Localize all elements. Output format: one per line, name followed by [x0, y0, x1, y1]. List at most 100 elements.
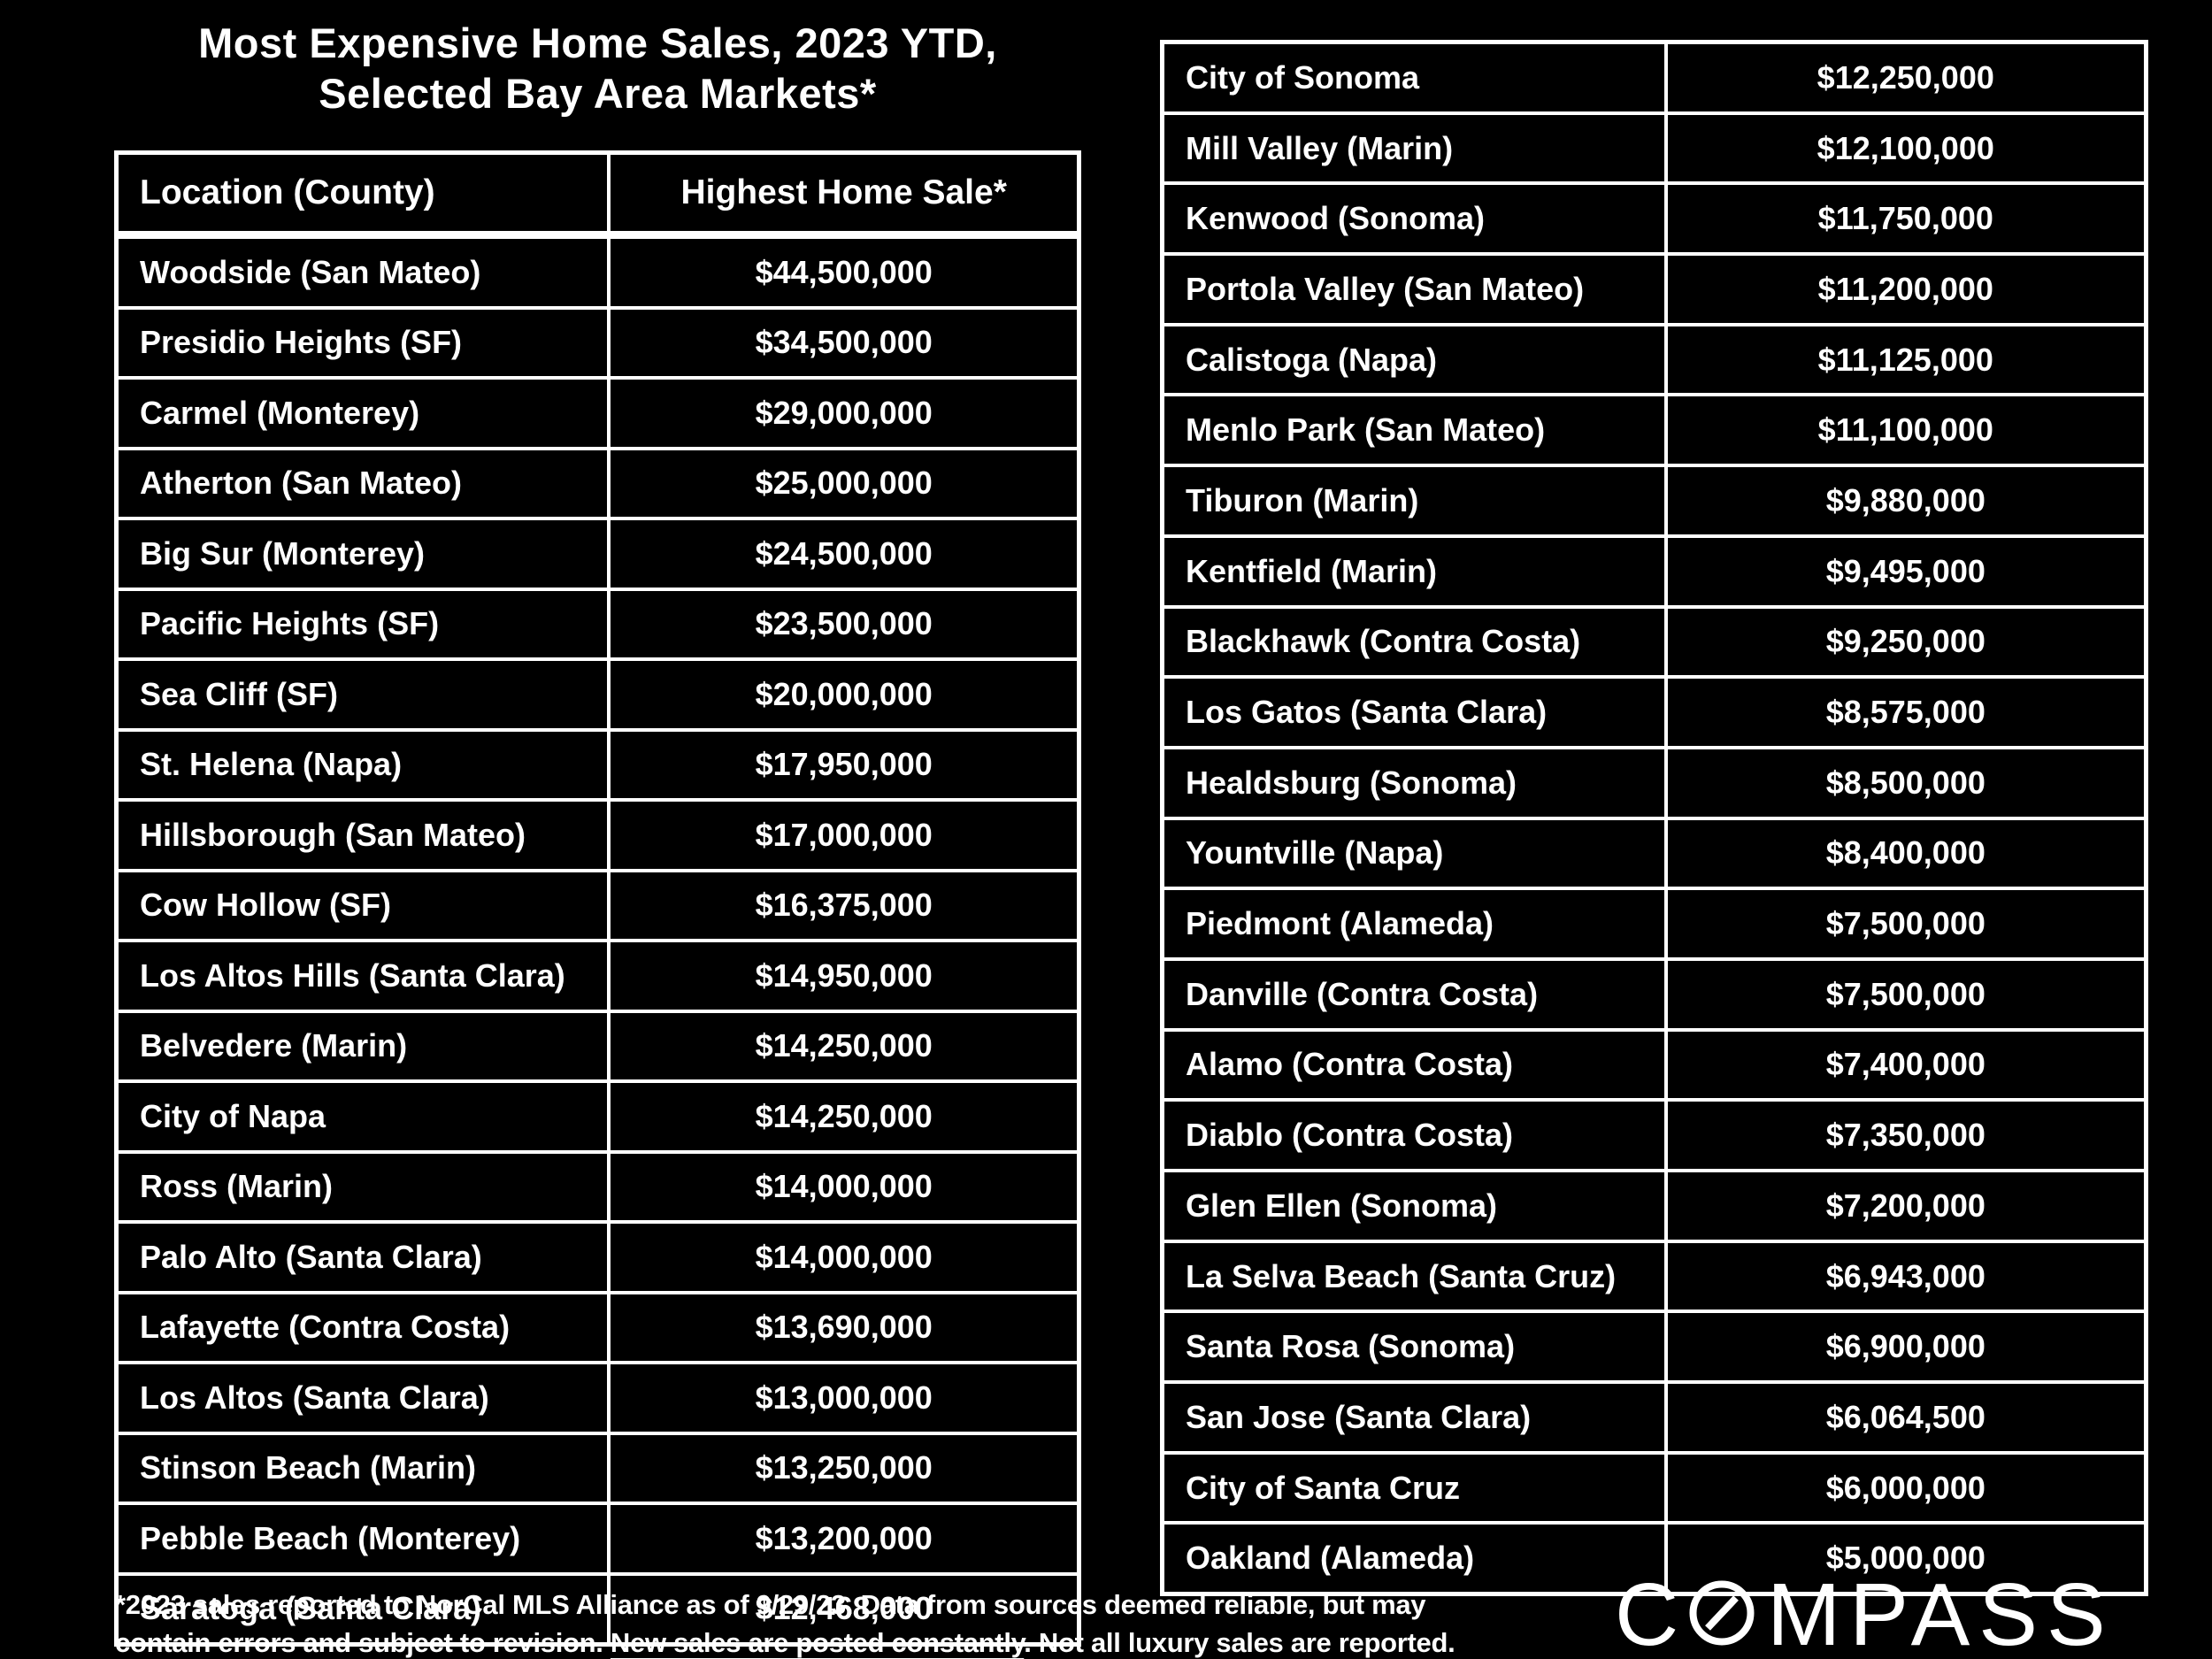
price-cell: $13,000,000: [607, 1364, 1077, 1432]
table-row: La Selva Beach (Santa Cruz) $6,943,000: [1164, 1239, 2144, 1310]
table-row: Carmel (Monterey) $29,000,000: [119, 376, 1077, 447]
chart-title-line1: Most Expensive Home Sales, 2023 YTD,: [198, 19, 997, 66]
location-cell: Stinson Beach (Marin): [140, 1449, 477, 1486]
price-cell: $14,000,000: [607, 1153, 1077, 1220]
location-cell: Presidio Heights (SF): [140, 324, 463, 361]
location-cell: Mill Valley (Marin): [1186, 129, 1454, 166]
table-row: Hillsborough (San Mateo) $17,000,000: [119, 798, 1077, 869]
location-cell: St. Helena (Napa): [140, 746, 403, 783]
location-cell: Glen Ellen (Sonoma): [1186, 1187, 1498, 1224]
price-cell: $14,250,000: [607, 1083, 1077, 1150]
price-cell: $34,500,000: [607, 309, 1077, 376]
table-row: Lafayette (Contra Costa) $13,690,000: [119, 1290, 1077, 1361]
table-row: Cow Hollow (SF) $16,375,000: [119, 868, 1077, 939]
price-cell: $13,690,000: [607, 1294, 1077, 1361]
price-cell: $20,000,000: [607, 661, 1077, 728]
location-cell: Saratoga (Santa Clara): [140, 1590, 482, 1627]
location-cell: Los Gatos (Santa Clara): [1186, 694, 1548, 731]
price-cell: $9,880,000: [1663, 467, 2144, 534]
location-cell: Diablo (Contra Costa): [1186, 1117, 1514, 1154]
price-cell: $9,250,000: [1663, 608, 2144, 676]
price-cell: $14,950,000: [607, 942, 1077, 1010]
table-row: Stinson Beach (Marin) $13,250,000: [119, 1431, 1077, 1502]
table-row: Oakland (Alameda) $5,000,000: [1164, 1521, 2144, 1593]
table-row: Los Altos (Santa Clara) $13,000,000: [119, 1361, 1077, 1432]
location-cell: Carmel (Monterey): [140, 394, 420, 431]
chart-title-line2: Selected Bay Area Markets*: [319, 70, 877, 118]
price-cell: $7,400,000: [1663, 1031, 2144, 1099]
table-row: San Jose (Santa Clara) $6,064,500: [1164, 1380, 2144, 1451]
price-cell: $12,250,000: [1663, 44, 2144, 111]
price-cell: $6,900,000: [1663, 1313, 2144, 1381]
price-cell: $44,500,000: [607, 239, 1077, 306]
compass-o-icon: [1689, 1580, 1755, 1646]
price-cell: $11,200,000: [1663, 256, 2144, 323]
price-cell: $8,500,000: [1663, 749, 2144, 817]
price-cell: $12,468,000: [607, 1575, 1077, 1642]
table-row: Menlo Park (San Mateo) $11,100,000: [1164, 393, 2144, 465]
compass-logo-text-c: C: [1615, 1569, 1687, 1659]
left-table: Location (County) Highest Home Sale* Woo…: [114, 150, 1081, 1647]
table-row: Yountville (Napa) $8,400,000: [1164, 816, 2144, 887]
right-table-rows: City of Sonoma $12,250,000 Mill Valley (Ma…: [1164, 44, 2144, 1593]
location-cell: Danville (Contra Costa): [1186, 975, 1539, 1012]
table-row: Kenwood (Sonoma) $11,750,000: [1164, 181, 2144, 253]
price-cell: $12,100,000: [1663, 114, 2144, 182]
table-row: Mill Valley (Marin) $12,100,000: [1164, 111, 2144, 182]
location-cell: Yountville (Napa): [1186, 834, 1444, 872]
price-cell: $7,200,000: [1663, 1172, 2144, 1240]
price-cell: $17,950,000: [607, 731, 1077, 798]
table-row: St. Helena (Napa) $17,950,000: [119, 727, 1077, 798]
location-cell: Cow Hollow (SF): [140, 887, 391, 924]
location-cell: Portola Valley (San Mateo): [1186, 270, 1585, 307]
table-row: Woodside (San Mateo) $44,500,000: [119, 239, 1077, 306]
location-cell: Alamo (Contra Costa): [1186, 1046, 1514, 1083]
price-cell: $24,500,000: [607, 520, 1077, 588]
table-row: Sea Cliff (SF) $20,000,000: [119, 657, 1077, 728]
location-cell: Los Altos Hills (Santa Clara): [140, 956, 565, 994]
table-row: Atherton (San Mateo) $25,000,000: [119, 446, 1077, 517]
right-table: City of Sonoma $12,250,000 Mill Valley (Ma…: [1160, 40, 2148, 1597]
table-row: City of Sonoma $12,250,000: [1164, 44, 2144, 111]
location-cell: Los Altos (Santa Clara): [140, 1379, 489, 1416]
price-cell: $23,500,000: [607, 590, 1077, 657]
table-row: Saratoga (Santa Clara) $12,468,000: [119, 1571, 1077, 1642]
table-row: Piedmont (Alameda) $7,500,000: [1164, 887, 2144, 957]
price-cell: $9,495,000: [1663, 537, 2144, 605]
price-cell: $13,200,000: [607, 1505, 1077, 1572]
table-row: Glen Ellen (Sonoma) $7,200,000: [1164, 1169, 2144, 1240]
footnote-underlined-text: New sales are posted constantly: [610, 1627, 1025, 1659]
location-cell: Oakland (Alameda): [1186, 1540, 1475, 1577]
price-cell: $7,500,000: [1663, 960, 2144, 1028]
table-row: Tiburon (Marin) $9,880,000: [1164, 464, 2144, 534]
location-cell: Belvedere (Marin): [140, 1027, 408, 1064]
location-cell: City of Sonoma: [1186, 58, 1420, 96]
price-cell: $11,100,000: [1663, 396, 2144, 465]
location-cell: Atherton (San Mateo): [140, 465, 462, 502]
location-cell: Tiburon (Marin): [1186, 481, 1419, 518]
price-cell: $29,000,000: [607, 380, 1077, 447]
table-row: Kentfield (Marin) $9,495,000: [1164, 534, 2144, 605]
location-cell: Ross (Marin): [140, 1168, 334, 1205]
location-cell: Kentfield (Marin): [1186, 552, 1437, 589]
compass-logo-text-mpass: MPASS: [1767, 1569, 2115, 1659]
price-cell: $13,250,000: [607, 1434, 1077, 1502]
column-header-price: Highest Home Sale*: [607, 155, 1077, 231]
table-row: Pacific Heights (SF) $23,500,000: [119, 587, 1077, 657]
location-cell: Palo Alto (Santa Clara): [140, 1238, 482, 1275]
table-row: Big Sur (Monterey) $24,500,000: [119, 517, 1077, 588]
table-row: Alamo (Contra Costa) $7,400,000: [1164, 1027, 2144, 1099]
location-cell: Sea Cliff (SF): [140, 675, 339, 712]
location-cell: Calistoga (Napa): [1186, 341, 1438, 378]
location-cell: Piedmont (Alameda): [1186, 905, 1494, 942]
table-row: Portola Valley (San Mateo) $11,200,000: [1164, 252, 2144, 323]
table-header-row: Location (County) Highest Home Sale*: [119, 155, 1077, 239]
table-row: Calistoga (Napa) $11,125,000: [1164, 322, 2144, 394]
location-cell: Woodside (San Mateo): [140, 253, 481, 290]
price-cell: $7,500,000: [1663, 890, 2144, 957]
location-cell: Pebble Beach (Monterey): [140, 1519, 521, 1556]
table-row: Belvedere (Marin) $14,250,000: [119, 1009, 1077, 1079]
location-cell: Menlo Park (San Mateo): [1186, 411, 1546, 449]
location-cell: Healdsburg (Sonoma): [1186, 764, 1517, 801]
chart-title: Most Expensive Home Sales, 2023 YTD, Sel…: [114, 18, 1081, 119]
